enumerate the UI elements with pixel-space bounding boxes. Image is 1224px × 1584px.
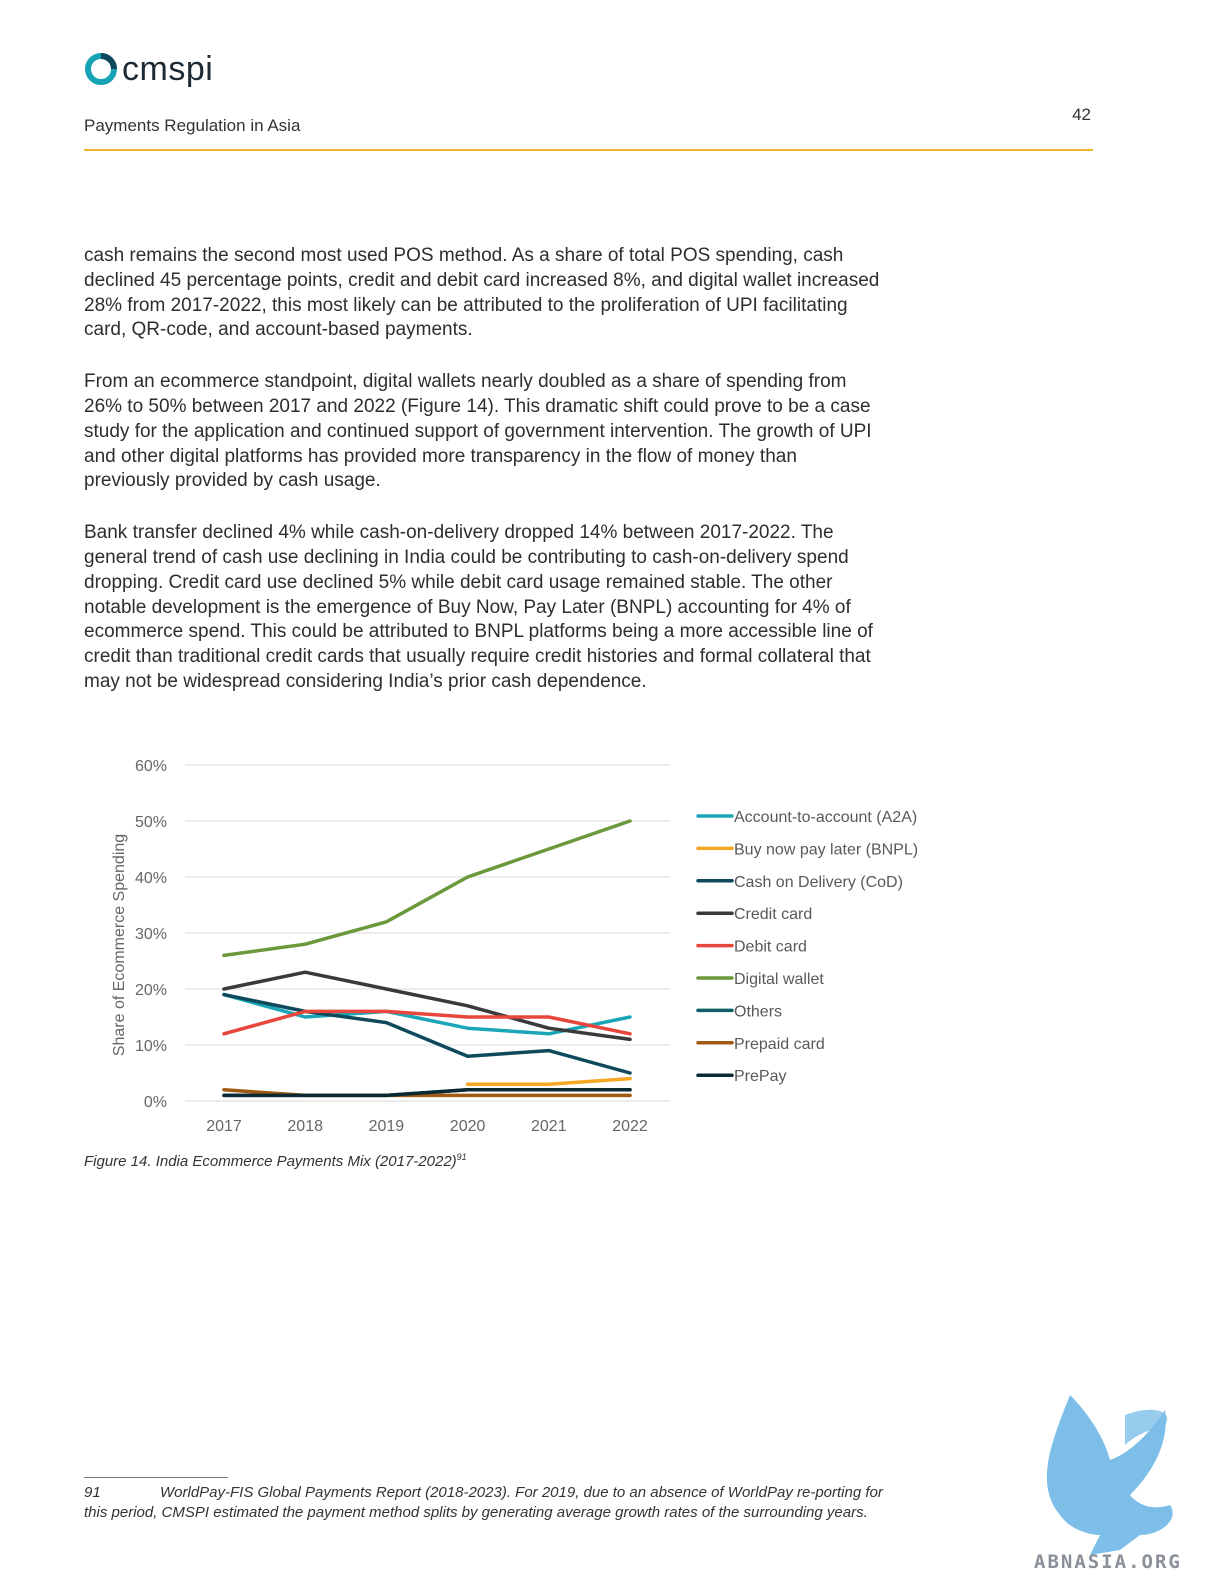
figure-caption: Figure 14. India Ecommerce Payments Mix … — [84, 1152, 467, 1170]
legend-label: Debit card — [734, 939, 807, 956]
paragraph: Bank transfer declined 4% while cash-on-… — [84, 522, 873, 692]
legend-label: Account-to-account (A2A) — [734, 809, 917, 826]
footnote-divider — [84, 1477, 228, 1478]
cmspi-logo-icon — [85, 53, 117, 85]
paragraph: cash remains the second most used POS me… — [84, 245, 880, 341]
paragraph: From an ecommerce standpoint, digital wa… — [84, 371, 872, 492]
legend-label: PrePay — [734, 1068, 786, 1085]
y-tick-label: 20% — [135, 982, 167, 999]
series-line — [465, 1076, 632, 1086]
abnasia-watermark: ABNASIA.ORG — [1034, 1395, 1182, 1573]
footnote-text: WorldPay-FIS Global Payments Report (201… — [84, 1484, 883, 1521]
line-chart: 0% 10% 20% 30% 40% 50% 60% 2017 2018 2019 2020 2021… — [111, 758, 918, 1135]
page-number: 42 — [1072, 105, 1091, 124]
footnote-number: 91 — [84, 1484, 101, 1501]
legend-label: Credit card — [734, 906, 812, 923]
series-path — [222, 992, 632, 1075]
y-tick-label: 50% — [135, 814, 167, 831]
legend-item: Cash on Delivery (CoD) — [696, 874, 903, 891]
legend-item: Credit card — [696, 906, 812, 923]
legend-item: Others — [696, 1003, 782, 1020]
series-path — [222, 970, 632, 1042]
x-tick-label: 2021 — [531, 1118, 567, 1135]
series-line — [222, 970, 632, 1042]
griffin-logo-icon — [1046, 1395, 1173, 1555]
legend-label: Cash on Delivery (CoD) — [734, 874, 903, 891]
x-tick-label: 2017 — [206, 1118, 242, 1135]
legend-label: Buy now pay later (BNPL) — [734, 841, 918, 858]
x-tick-label: 2018 — [287, 1118, 323, 1135]
body-text: cash remains the second most used POS me… — [84, 244, 884, 722]
legend-item: Debit card — [696, 939, 807, 956]
series-path — [465, 1076, 632, 1086]
series-line — [222, 1009, 632, 1036]
x-tick-label: 2020 — [450, 1118, 486, 1135]
legend-label: Prepaid card — [734, 1036, 825, 1053]
legend-label: Digital wallet — [734, 971, 824, 988]
y-tick-label: 30% — [135, 926, 167, 943]
caption-footnote-ref[interactable]: 91 — [456, 1152, 467, 1162]
x-tick-label: 2019 — [369, 1118, 405, 1135]
footnote: 91 WorldPay-FIS Global Payments Report (2… — [84, 1483, 884, 1523]
logo-text: cmspi — [122, 50, 214, 88]
y-tick-label: 40% — [135, 870, 167, 887]
legend-item: Prepaid card — [696, 1036, 825, 1053]
ecommerce-payments-chart: 0% 10% 20% 30% 40% 50% 60% 2017 2018 2019 2020 2021… — [100, 745, 960, 1145]
watermark-text: ABNASIA.ORG — [1034, 1551, 1182, 1573]
series-line — [222, 819, 632, 958]
series-path — [222, 1009, 632, 1036]
legend-item: Digital wallet — [696, 971, 824, 988]
series-line — [222, 1088, 632, 1098]
series-path — [222, 1088, 632, 1098]
x-tick-label: 2022 — [612, 1118, 648, 1135]
legend-item: Buy now pay later (BNPL) — [696, 841, 918, 858]
y-tick-label: 0% — [144, 1094, 167, 1111]
cmspi-logo: cmspi — [84, 52, 213, 86]
legend-label: Others — [734, 1003, 782, 1020]
caption-text: Figure 14. India Ecommerce Payments Mix … — [84, 1153, 457, 1170]
header-divider — [84, 149, 1093, 151]
y-tick-label: 10% — [135, 1038, 167, 1055]
series-path — [222, 819, 632, 958]
legend-item: Account-to-account (A2A) — [696, 809, 917, 826]
series-line — [222, 992, 632, 1075]
y-axis-label: Share of Ecommerce Spending — [111, 834, 128, 1056]
legend-item: PrePay — [696, 1068, 786, 1085]
running-head: Payments Regulation in Asia — [84, 116, 301, 135]
y-tick-label: 60% — [135, 758, 167, 775]
